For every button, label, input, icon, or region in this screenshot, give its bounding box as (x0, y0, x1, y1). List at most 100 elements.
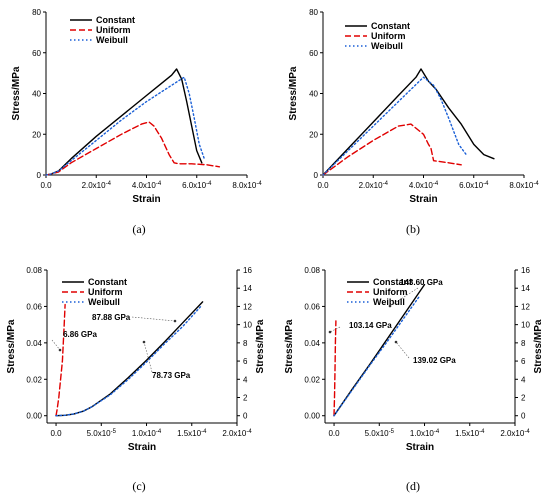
x-tick-label: 1.5x10-4 (455, 429, 485, 438)
legend-label-weibull: Weibull (96, 35, 128, 45)
annotation-arrowhead (328, 330, 332, 334)
x-tick-label: 6.0x10-4 (459, 181, 489, 190)
right-y-tick-label: 16 (521, 266, 530, 275)
right-y-tick-label: 10 (243, 321, 252, 330)
y-axis-label: Stress/MPa (6, 319, 17, 373)
right-y-tick-label: 14 (243, 284, 252, 293)
y-tick-label: 0.02 (26, 375, 42, 384)
modulus-annotation: 87.88 GPa (92, 313, 131, 322)
y-tick-label: 0 (37, 171, 42, 180)
right-y-tick-label: 16 (243, 266, 252, 275)
y-tick-label: 0 (314, 171, 319, 180)
series-weibull-line (322, 76, 467, 176)
x-tick-label: 8.0x10-4 (509, 181, 539, 190)
x-tick-label: 8.0x10-4 (232, 181, 262, 190)
right-y-tick-label: 12 (243, 302, 252, 311)
y-tick-label: 0.00 (26, 412, 42, 421)
series-uniform-line (55, 303, 66, 417)
chart-panel-1: 0.0 2.0x10-4 4.0x10-4 6.0x10-4 8.0x10-4 0 20 40… (11, 8, 262, 236)
right-y-tick-label: 8 (521, 339, 526, 348)
annotation-arrowhead (388, 304, 392, 308)
y-tick-label: 0.04 (26, 339, 42, 348)
y-tick-label: 0.02 (304, 375, 320, 384)
series-uniform-line (333, 320, 337, 417)
x-axis-label: Strain (409, 194, 437, 205)
x-tick-label: 4.0x10-4 (409, 181, 439, 190)
panel-caption: (a) (132, 222, 145, 236)
modulus-annotation: 78.73 GPa (152, 371, 191, 380)
legend-label-uniform: Uniform (371, 31, 406, 41)
y-tick-label: 60 (32, 49, 41, 58)
annotation-arrowhead (394, 340, 398, 344)
x-tick-label: 1.0x10-4 (410, 429, 440, 438)
y-tick-label: 20 (32, 130, 41, 139)
y-tick-label: 0.06 (304, 302, 320, 311)
x-tick-label: 1.5x10-4 (177, 429, 207, 438)
right-y-tick-label: 14 (521, 284, 530, 293)
legend-label-uniform: Uniform (88, 287, 123, 297)
x-tick-label: 0.0 (317, 181, 329, 190)
panel-caption: (b) (406, 222, 420, 236)
annotation-arrowhead (173, 319, 177, 323)
x-axis-label: Strain (406, 442, 434, 453)
x-tick-label: 0.0 (328, 429, 340, 438)
right-y-axis-label: Stress/MPa (255, 319, 266, 373)
chart-panel-2: 0.0 2.0x10-4 4.0x10-4 6.0x10-4 8.0x10-4 0 20 40… (288, 8, 539, 236)
right-y-tick-label: 6 (243, 357, 248, 366)
y-tick-label: 60 (309, 49, 318, 58)
panel-caption: (c) (132, 479, 145, 493)
modulus-annotation: 139.02 GPa (413, 356, 456, 365)
x-axis-label: Strain (128, 442, 156, 453)
y-tick-label: 0.00 (304, 412, 320, 421)
y-tick-label: 80 (32, 8, 41, 17)
right-y-tick-label: 2 (521, 394, 526, 403)
legend-label-constant: Constant (88, 277, 127, 287)
x-tick-label: 6.0x10-4 (182, 181, 212, 190)
series-constant-line (322, 68, 495, 176)
right-y-tick-label: 0 (521, 412, 526, 421)
legend-label-constant: Constant (371, 21, 410, 31)
right-y-tick-label: 4 (521, 375, 526, 384)
x-tick-label: 1.0x10-4 (132, 429, 162, 438)
annotation-arrowhead (58, 348, 62, 352)
series-constant-line (333, 283, 426, 417)
series-uniform-line (322, 123, 462, 176)
x-tick-label: 0.0 (50, 429, 62, 438)
chart-panel-4: 0.0 5.0x10-5 1.0x10-4 1.5x10-4 2.0x10-4 0.00 0… (284, 266, 544, 493)
right-y-tick-label: 10 (521, 321, 530, 330)
y-tick-label: 0.06 (26, 302, 42, 311)
x-tick-label: 2.0x10-4 (82, 181, 112, 190)
series-uniform-line (45, 121, 221, 176)
chart-panel-3: 0.0 5.0x10-5 1.0x10-4 1.5x10-4 2.0x10-4 0.00 0… (6, 266, 266, 493)
annotation-arrowhead (142, 340, 146, 344)
right-y-tick-label: 8 (243, 339, 248, 348)
legend-label-weibull: Weibull (88, 297, 120, 307)
y-tick-label: 0.08 (304, 266, 320, 275)
x-tick-label: 2.0x10-4 (500, 429, 530, 438)
legend-label-uniform: Uniform (96, 25, 131, 35)
x-tick-label: 0.0 (40, 181, 52, 190)
modulus-annotation: 103.14 GPa (349, 321, 392, 330)
legend-label-constant: Constant (373, 277, 412, 287)
y-axis-label: Stress/MPa (288, 66, 299, 120)
x-axis-label: Strain (132, 194, 160, 205)
right-y-tick-label: 6 (521, 357, 526, 366)
legend-label-weibull: Weibull (371, 41, 403, 51)
series-weibull-line (55, 305, 202, 417)
y-tick-label: 40 (309, 90, 318, 99)
right-y-tick-label: 0 (243, 412, 248, 421)
y-axis-label: Stress/MPa (11, 66, 22, 120)
y-tick-label: 0.04 (304, 339, 320, 348)
y-tick-label: 0.08 (26, 266, 42, 275)
legend-label-weibull: Weibull (373, 297, 405, 307)
x-tick-label: 2.0x10-4 (359, 181, 389, 190)
x-tick-label: 4.0x10-4 (132, 181, 162, 190)
x-tick-label: 5.0x10-5 (365, 429, 395, 438)
legend-label-uniform: Uniform (373, 287, 408, 297)
legend-label-constant: Constant (96, 15, 135, 25)
annotation-leader (51, 339, 61, 351)
annotation-leader (389, 287, 419, 307)
right-y-tick-label: 2 (243, 394, 248, 403)
x-tick-label: 2.0x10-4 (222, 429, 252, 438)
